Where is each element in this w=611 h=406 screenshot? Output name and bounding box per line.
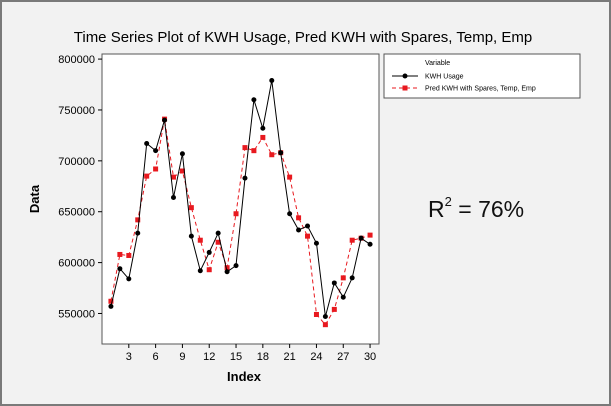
x-tick-label: 24 bbox=[310, 351, 322, 363]
y-tick-label: 650000 bbox=[58, 207, 95, 219]
kwh-usage-point bbox=[153, 148, 159, 154]
kwh-usage-point bbox=[126, 276, 132, 282]
kwh-usage-point bbox=[233, 263, 239, 269]
pred-kwh-point bbox=[144, 173, 150, 179]
kwh-usage-point bbox=[206, 249, 212, 255]
x-tick-label: 18 bbox=[257, 351, 269, 363]
pred-kwh-point bbox=[206, 267, 212, 273]
pred-kwh-point bbox=[224, 265, 230, 271]
pred-kwh-point bbox=[242, 145, 248, 151]
x-tick-label: 9 bbox=[179, 351, 185, 363]
x-axis-label: Index bbox=[227, 369, 262, 384]
kwh-usage-point bbox=[313, 240, 319, 246]
pred-kwh-point bbox=[126, 252, 132, 258]
pred-kwh-point bbox=[322, 322, 328, 328]
r-squared-annotation: R2 = 76% bbox=[428, 194, 525, 223]
y-tick-label: 700000 bbox=[58, 156, 95, 168]
kwh-usage-point bbox=[179, 151, 185, 157]
kwh-usage-point bbox=[322, 314, 328, 320]
axes: 550000 600000 650000 700000 750000 800000 3 6 9 1… bbox=[58, 54, 376, 363]
r2-symbol: R bbox=[428, 196, 445, 222]
pred-kwh-point bbox=[170, 174, 176, 180]
pred-kwh-point bbox=[313, 311, 319, 317]
pred-kwh-point bbox=[269, 152, 275, 158]
legend-title: Variable bbox=[425, 60, 450, 67]
x-tick-label: 27 bbox=[337, 351, 349, 363]
kwh-usage-point bbox=[135, 230, 141, 236]
kwh-usage-point bbox=[349, 275, 355, 281]
kwh-usage-point bbox=[331, 280, 337, 286]
r2-value: = 76% bbox=[451, 196, 525, 222]
kwh-usage-point bbox=[340, 294, 346, 300]
kwh-usage-point bbox=[188, 233, 194, 239]
legend-label-kwh: KWH Usage bbox=[425, 74, 464, 81]
kwh-usage-point bbox=[367, 241, 373, 247]
kwh-usage-point bbox=[170, 194, 176, 200]
y-tick-label: 800000 bbox=[58, 54, 95, 66]
kwh-usage-point bbox=[108, 303, 114, 309]
pred-kwh-point bbox=[287, 174, 293, 180]
pred-kwh-point bbox=[260, 134, 266, 140]
kwh-usage-point bbox=[162, 117, 168, 123]
pred-kwh-point bbox=[117, 251, 123, 257]
y-tick-label: 600000 bbox=[58, 258, 95, 270]
series-layer bbox=[108, 77, 373, 328]
pred-kwh-point bbox=[251, 148, 257, 154]
kwh-usage-point bbox=[144, 141, 150, 147]
x-tick-label: 6 bbox=[153, 351, 159, 363]
legend-marker-pred bbox=[402, 85, 408, 91]
pred-kwh-point bbox=[349, 237, 355, 243]
pred-kwh-point bbox=[331, 306, 337, 312]
x-tick-label: 21 bbox=[284, 351, 296, 363]
pred-kwh-point bbox=[233, 211, 239, 217]
kwh-usage-point bbox=[224, 269, 230, 275]
kwh-usage-point bbox=[269, 77, 275, 83]
y-axis-label: Data bbox=[27, 184, 42, 213]
kwh-usage-point bbox=[296, 227, 302, 233]
plot-area bbox=[101, 53, 380, 345]
pred-kwh-point bbox=[215, 239, 221, 245]
x-tick-label: 15 bbox=[230, 351, 242, 363]
kwh-usage-point bbox=[358, 235, 364, 241]
x-tick-label: 30 bbox=[364, 351, 376, 363]
pred-kwh-point bbox=[135, 217, 141, 223]
chart-title: Time Series Plot of KWH Usage, Pred KWH … bbox=[74, 29, 532, 46]
kwh-usage-point bbox=[215, 230, 221, 236]
kwh-usage-point bbox=[117, 266, 123, 272]
pred-kwh-point bbox=[153, 166, 159, 172]
kwh-usage-point bbox=[242, 175, 248, 181]
pred-kwh-point bbox=[367, 232, 373, 238]
legend-label-pred: Pred KWH with Spares, Temp, Emp bbox=[425, 86, 536, 93]
kwh-usage-point bbox=[287, 211, 293, 217]
kwh-usage-point bbox=[305, 223, 311, 229]
pred-kwh-point bbox=[108, 298, 114, 304]
pred-kwh-point bbox=[340, 275, 346, 281]
x-tick-label: 3 bbox=[126, 351, 132, 363]
kwh-usage-point bbox=[260, 125, 266, 131]
y-tick-label: 550000 bbox=[58, 308, 95, 320]
kwh-usage-point bbox=[278, 150, 284, 156]
pred-kwh-point bbox=[188, 205, 194, 211]
pred-kwh-point bbox=[197, 237, 203, 243]
r2-exponent: 2 bbox=[444, 194, 452, 210]
kwh-usage-point bbox=[251, 97, 257, 103]
y-tick-label: 750000 bbox=[58, 105, 95, 117]
kwh-usage-point bbox=[197, 268, 203, 274]
pred-kwh-point bbox=[305, 233, 311, 239]
x-tick-label: 12 bbox=[203, 351, 215, 363]
legend: Variable KWH Usage Pred KWH with Spares,… bbox=[383, 53, 581, 99]
pred-kwh-point bbox=[179, 168, 185, 174]
legend-marker-kwh bbox=[402, 73, 408, 79]
pred-kwh-point bbox=[296, 215, 302, 221]
